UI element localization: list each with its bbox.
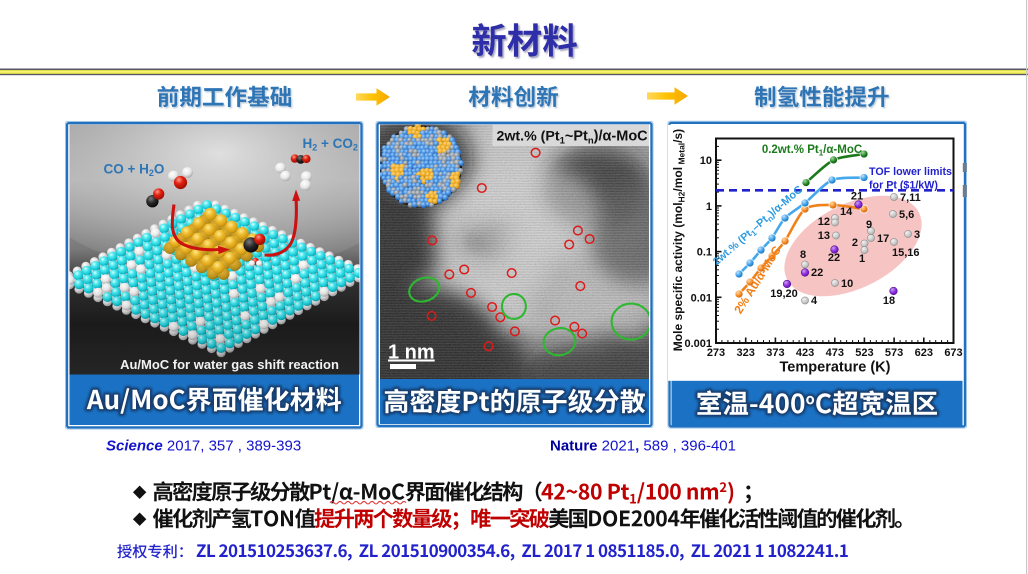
svg-text:12: 12 <box>818 216 830 228</box>
svg-text:373: 373 <box>766 347 784 359</box>
svg-text:423: 423 <box>796 347 814 359</box>
svg-text:TOF lower limits: TOF lower limits <box>869 166 952 178</box>
svg-text:3: 3 <box>914 229 920 241</box>
svg-text:21: 21 <box>851 191 863 203</box>
svg-text:22: 22 <box>828 252 840 264</box>
svg-text:473: 473 <box>826 347 844 359</box>
svg-text:10: 10 <box>841 278 853 290</box>
svg-text:2: 2 <box>852 237 858 249</box>
svg-text:1: 1 <box>859 253 865 265</box>
svg-text:623: 623 <box>915 347 933 359</box>
svg-text:573: 573 <box>885 347 903 359</box>
svg-text:1 nm: 1 nm <box>388 342 435 364</box>
svg-text:4: 4 <box>811 295 818 307</box>
svg-text:Au/MoC for water gas shift rea: Au/MoC for water gas shift reaction <box>120 357 339 372</box>
svg-text:Mole specific activity (molH2/: Mole specific activity (molH2/mol Metal/… <box>671 129 687 351</box>
svg-text:14: 14 <box>840 206 853 218</box>
svg-text:22: 22 <box>811 267 823 279</box>
svg-text:8: 8 <box>800 249 806 261</box>
svg-text:9: 9 <box>866 219 872 231</box>
svg-text:CO + H2O: CO + H2O <box>104 162 165 179</box>
svg-text:0.1: 0.1 <box>697 247 712 259</box>
svg-text:15,16: 15,16 <box>892 247 920 259</box>
svg-text:for Pt ($1/kW): for Pt ($1/kW) <box>869 180 938 192</box>
svg-text:7,11: 7,11 <box>900 192 921 204</box>
svg-text:0.2wt.% Pt1/α-MoC: 0.2wt.% Pt1/α-MoC <box>762 144 862 158</box>
svg-text:5,6: 5,6 <box>899 209 914 221</box>
svg-text:0.001: 0.001 <box>684 338 712 350</box>
svg-text:10: 10 <box>700 155 712 167</box>
svg-text:523: 523 <box>855 347 873 359</box>
svg-text:2wt.% (Pt1~Ptn)/α-MoC: 2wt.% (Pt1~Ptn)/α-MoC <box>497 128 649 146</box>
svg-text:17: 17 <box>877 233 889 245</box>
svg-text:1: 1 <box>706 201 712 213</box>
svg-text:Nature 2021, 589 , 396-401: Nature 2021, 589 , 396-401 <box>550 438 736 455</box>
svg-text:18: 18 <box>883 295 895 307</box>
svg-text:13: 13 <box>818 230 830 242</box>
svg-text:Temperature (K): Temperature (K) <box>780 360 891 376</box>
svg-text:273: 273 <box>707 347 725 359</box>
svg-text:0.01: 0.01 <box>691 292 712 304</box>
svg-text:673: 673 <box>944 347 962 359</box>
svg-text:Science 2017, 357 , 389-393: Science 2017, 357 , 389-393 <box>106 438 301 455</box>
svg-text:H2 + CO2: H2 + CO2 <box>303 136 358 153</box>
svg-text:323: 323 <box>737 347 755 359</box>
svg-text:19,20: 19,20 <box>770 288 798 300</box>
